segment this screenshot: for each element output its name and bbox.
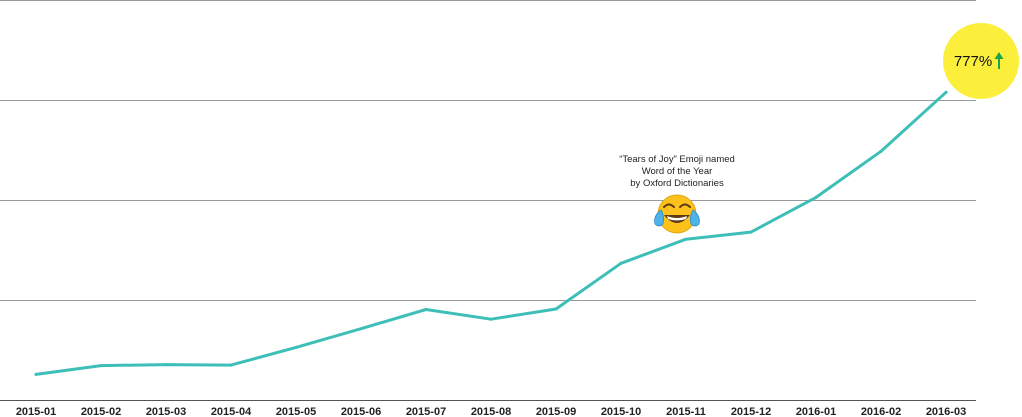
annotation: “Tears of Joy” Emoji named Word of the Y… (619, 154, 735, 234)
x-tick-label: 2015-04 (211, 406, 252, 417)
x-tick-label: 2015-02 (81, 406, 121, 417)
x-tick-label: 2015-10 (601, 406, 641, 417)
x-tick-label: 2015-03 (146, 406, 186, 417)
x-tick-label: 2016-02 (861, 406, 901, 417)
data-point-2015-06 (359, 327, 363, 331)
data-point-2015-08 (489, 317, 493, 321)
x-tick-label: 2015-08 (471, 406, 511, 417)
x-tick-label: 2015-11 (666, 406, 706, 417)
x-tick-label: 2016-01 (796, 406, 836, 417)
data-point-2015-02 (99, 364, 103, 368)
x-tick-label: 2015-09 (536, 406, 576, 417)
x-tick-label: 2015-05 (276, 406, 316, 417)
annotation-line-2: Word of the Year (642, 166, 713, 177)
data-point-2016-01 (814, 195, 818, 199)
data-point-2015-11 (684, 237, 688, 241)
x-axis-ticks: 2015-01 2015-02 2015-03 2015-04 2015-05 2015-… (16, 406, 966, 417)
data-point-2015-09 (554, 307, 558, 311)
data-point-2015-07 (424, 308, 428, 311)
data-point-2015-01 (34, 372, 38, 376)
x-tick-label: 2015-06 (341, 406, 381, 417)
data-point-2016-03 (944, 90, 948, 94)
data-point-2016-02 (879, 149, 883, 153)
data-point-2015-10 (619, 261, 623, 265)
face-with-tears-of-joy-emoji-icon (654, 194, 700, 234)
x-tick-label: 2015-12 (731, 406, 771, 417)
series-line-0 (34, 90, 948, 376)
growth-badge-value: 777% (954, 53, 992, 70)
annotation-line-1: “Tears of Joy” Emoji named (619, 154, 735, 165)
growth-badge-circle (943, 23, 1019, 99)
data-point-2015-05 (294, 345, 298, 349)
grid-layer (0, 0, 976, 401)
annotation-line-3: by Oxford Dictionaries (630, 178, 724, 189)
growth-badge: 777% (943, 23, 1019, 99)
x-tick-label: 2015-01 (16, 406, 56, 417)
arrow-up-icon (994, 52, 1004, 69)
x-tick-label: 2016-03 (926, 406, 966, 417)
data-point-2015-03 (164, 363, 168, 367)
data-point-2015-12 (749, 230, 753, 234)
data-point-2015-04 (229, 363, 233, 367)
series-layer (34, 90, 948, 376)
x-tick-label: 2015-07 (406, 406, 446, 417)
